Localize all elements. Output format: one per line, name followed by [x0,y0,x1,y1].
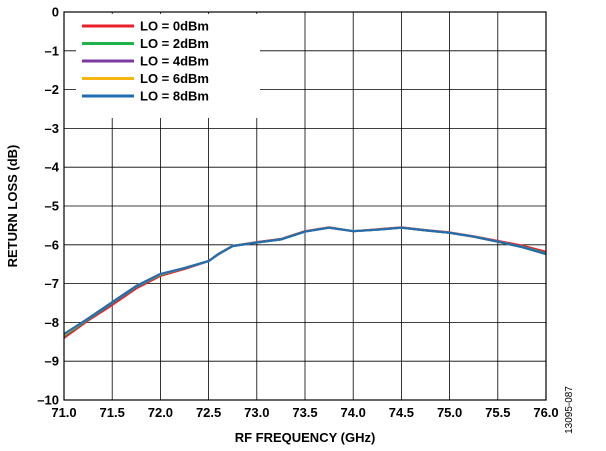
y-tick-label: –5 [45,199,59,214]
y-tick-label: 0 [52,5,59,20]
x-tick-label: 75.0 [437,405,462,420]
legend-label: LO = 2dBm [140,36,209,51]
x-tick-label: 72.0 [148,405,173,420]
y-tick-label: –10 [37,393,59,408]
legend-label: LO = 0dBm [140,19,209,34]
x-tick-label: 73.5 [292,405,317,420]
y-tick-label: –6 [45,237,59,252]
plot-frame [63,11,547,401]
x-tick-label: 76.0 [533,405,558,420]
x-tick-label: 74.5 [389,405,414,420]
y-tick-label: –8 [45,315,59,330]
legend-background [76,14,260,118]
x-tick-label: 72.5 [196,405,221,420]
x-tick-labels: 71.0 71.5 72.0 72.5 73.0 73.5 74.0 74.5 75.0 75.5… [51,405,558,420]
x-tick-label: 71.5 [100,405,125,420]
x-axis-title: RF FREQUENCY (GHz) [235,430,376,445]
x-tick-label: 73.0 [244,405,269,420]
x-tick-label: 74.0 [341,405,366,420]
y-tick-label: –9 [45,354,59,369]
x-tick-label: 75.5 [485,405,510,420]
x-tick-label: 71.0 [51,405,76,420]
series-layer [63,226,547,339]
y-axis-title: RETURN LOSS (dB) [5,145,20,268]
y-tick-labels: 0 –1 –2 –3 –4 –5 –6 –7 –8 –9 –10 [37,5,59,408]
series-line-4 [63,226,547,335]
y-tick-label: –1 [45,43,59,58]
y-tick-label: –2 [45,82,59,97]
legend: LO = 0dBm LO = 2dBm LO = 4dBm LO = 6dBm LO =… [76,14,260,118]
y-tick-label: –7 [45,276,59,291]
y-tick-label: –3 [45,121,59,136]
legend-label: LO = 4dBm [140,54,209,69]
figure-id: 13095-087 [564,386,575,434]
legend-label: LO = 6dBm [140,71,209,86]
y-tick-label: –4 [45,160,60,175]
legend-label: LO = 8dBm [140,89,209,104]
